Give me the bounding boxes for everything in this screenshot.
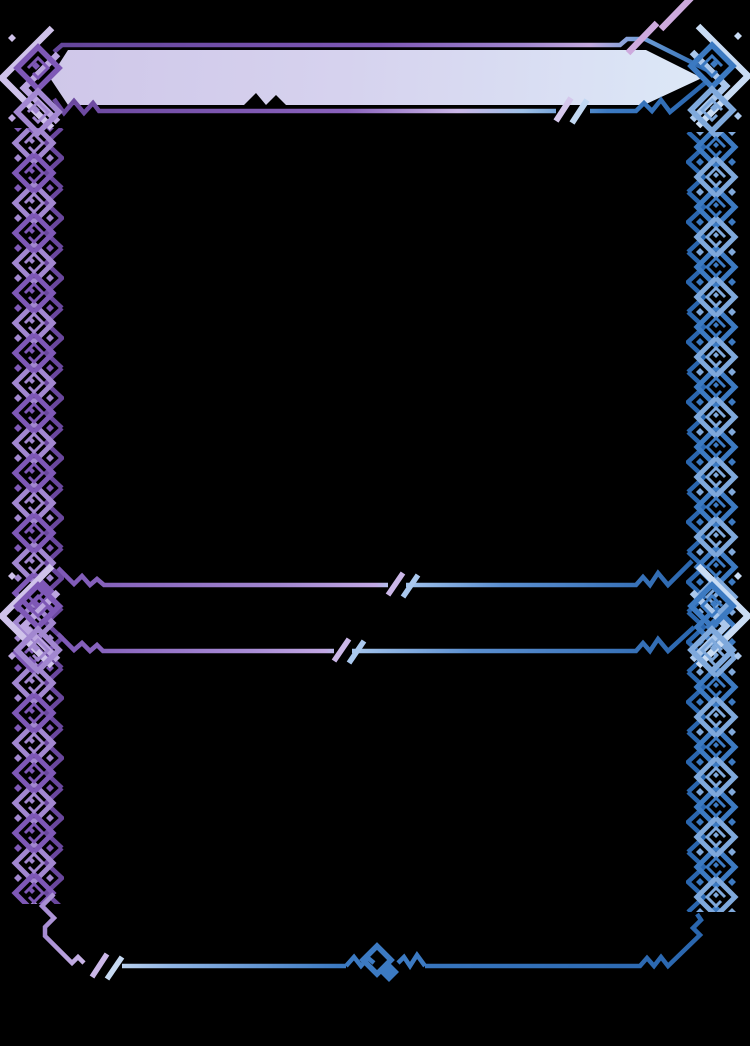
banner-top-rule	[52, 36, 709, 73]
right-diamond-chain	[686, 132, 742, 912]
divider-rule-2	[56, 625, 696, 665]
bottom-center-diamond-ornament	[344, 942, 427, 982]
divider-rule-1	[56, 559, 694, 599]
corner-cluster-top-left	[2, 28, 59, 133]
bottom-rule-break-ticks	[89, 952, 125, 981]
right-border-pattern	[686, 26, 748, 912]
divider-2-break-ticks	[331, 637, 367, 665]
diagonal-slash-ornament	[625, 0, 694, 56]
title-banner	[50, 0, 709, 125]
divider-1-break-ticks	[385, 571, 421, 599]
banner-break-ticks	[553, 96, 590, 125]
left-diamond-chain	[8, 128, 64, 904]
banner-fill	[50, 50, 702, 105]
left-border-pattern	[2, 28, 64, 904]
banner-bottom-rule	[52, 81, 707, 117]
bottom-rule	[38, 892, 704, 982]
